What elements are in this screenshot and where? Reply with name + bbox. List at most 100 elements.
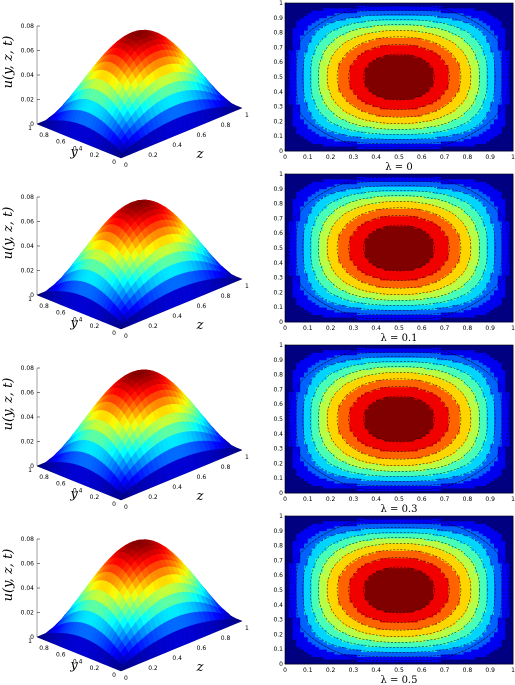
contour-cell bbox=[368, 141, 373, 144]
contour-cell bbox=[349, 109, 354, 112]
contour-cell bbox=[490, 109, 495, 112]
contour-cell bbox=[380, 40, 385, 43]
contour-cell bbox=[353, 22, 358, 26]
contour-cell bbox=[285, 47, 290, 51]
contour-cell bbox=[509, 22, 514, 26]
contour-cell bbox=[399, 148, 404, 152]
contour-cell bbox=[459, 5, 464, 9]
contour-cell bbox=[475, 133, 480, 137]
contour-cell bbox=[509, 30, 514, 33]
contour-cell bbox=[456, 27, 461, 31]
contour-cell bbox=[368, 17, 373, 21]
contour-cell bbox=[429, 22, 434, 26]
contour-cell bbox=[387, 77, 392, 80]
contour-cell bbox=[391, 44, 396, 48]
contour-cell bbox=[395, 59, 400, 63]
contour-cell bbox=[285, 148, 290, 152]
contour-cell bbox=[414, 81, 419, 85]
contour-cell bbox=[292, 30, 297, 33]
contour-cell bbox=[383, 52, 388, 56]
contour-cell bbox=[380, 77, 385, 80]
contour-cell bbox=[410, 57, 415, 61]
contour-cell bbox=[288, 104, 293, 107]
contour-cell bbox=[505, 141, 510, 144]
contour-cell bbox=[285, 37, 290, 41]
contour-cell bbox=[288, 72, 293, 75]
contour-cell bbox=[467, 49, 472, 53]
contour-cell bbox=[440, 35, 445, 38]
contour-cell bbox=[494, 77, 499, 80]
contour-cell bbox=[300, 133, 305, 137]
contour-cell bbox=[475, 12, 480, 16]
contour-cell bbox=[414, 47, 419, 51]
contour-cell bbox=[471, 27, 476, 31]
contour-cell bbox=[387, 104, 392, 107]
contour-cell bbox=[319, 81, 324, 85]
contour-cell bbox=[437, 128, 442, 132]
contour-cell bbox=[323, 148, 328, 152]
contour-cell bbox=[486, 126, 491, 130]
contour-cell bbox=[368, 74, 373, 78]
contour-cell bbox=[372, 44, 377, 48]
contour-x-tick-label: 0.6 bbox=[417, 154, 427, 161]
contour-cell bbox=[387, 79, 392, 83]
contour-cell bbox=[364, 114, 369, 117]
contour-cell bbox=[509, 79, 514, 83]
contour-cell bbox=[383, 89, 388, 93]
contour-cell bbox=[421, 62, 426, 66]
contour-cell bbox=[410, 94, 415, 98]
contour-cell bbox=[395, 64, 400, 68]
contour-cell bbox=[326, 17, 331, 21]
contour-cell bbox=[372, 54, 377, 58]
contour-cell bbox=[410, 99, 415, 103]
contour-cell bbox=[467, 114, 472, 117]
contour-cell bbox=[509, 3, 514, 6]
contour-cell bbox=[437, 27, 442, 31]
contour-cell bbox=[471, 94, 476, 98]
contour-cell bbox=[459, 96, 464, 100]
contour-cell bbox=[440, 114, 445, 117]
contour-cell bbox=[429, 141, 434, 144]
contour-cell bbox=[467, 141, 472, 144]
contour-cell bbox=[509, 81, 514, 85]
contour-cell bbox=[300, 10, 305, 14]
contour-cell bbox=[509, 123, 514, 127]
contour-cell bbox=[326, 148, 331, 152]
contour-cell bbox=[406, 25, 411, 29]
contour-cell bbox=[418, 20, 423, 24]
contour-cell bbox=[300, 131, 305, 135]
contour-cell bbox=[452, 3, 457, 6]
contour-cell bbox=[372, 52, 377, 56]
contour-cell bbox=[437, 40, 442, 43]
contour-cell bbox=[319, 104, 324, 107]
contour-cell bbox=[463, 121, 468, 125]
contour-cell bbox=[456, 32, 461, 36]
contour-cell bbox=[315, 104, 320, 107]
contour-cell bbox=[357, 94, 362, 98]
contour-cell bbox=[497, 15, 502, 19]
contour-cell bbox=[399, 86, 404, 90]
contour-cell bbox=[505, 32, 510, 36]
contour-cell bbox=[300, 64, 305, 68]
contour-cell bbox=[497, 79, 502, 83]
contour-y-tick-label: 0.1 bbox=[273, 133, 283, 140]
contour-cell bbox=[345, 7, 350, 11]
contour-cell bbox=[406, 148, 411, 152]
contour-cell bbox=[326, 7, 331, 11]
contour-cell bbox=[490, 89, 495, 93]
contour-cell bbox=[471, 72, 476, 75]
contour-cell bbox=[372, 133, 377, 137]
contour-cell bbox=[505, 104, 510, 107]
contour-cell bbox=[383, 141, 388, 144]
contour-cell bbox=[475, 15, 480, 19]
contour-cell bbox=[501, 96, 506, 100]
contour-cell bbox=[288, 123, 293, 127]
contour-cell bbox=[288, 111, 293, 115]
contour-cell bbox=[376, 148, 381, 152]
contour-cell bbox=[387, 72, 392, 75]
contour-cell bbox=[311, 49, 316, 53]
contour-cell bbox=[307, 146, 312, 149]
contour-cell bbox=[334, 143, 339, 147]
contour-cell bbox=[364, 116, 369, 120]
contour-cell bbox=[410, 27, 415, 31]
